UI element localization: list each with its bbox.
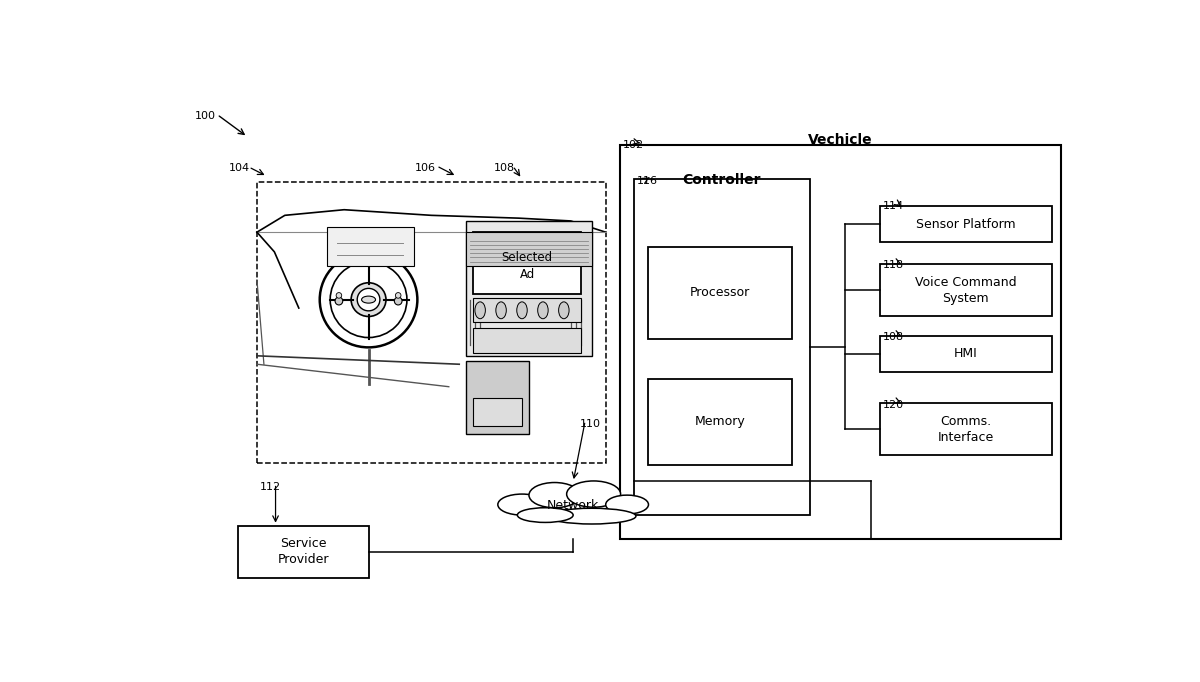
Text: Controller: Controller [683, 173, 761, 187]
Text: Comms.: Comms. [940, 415, 991, 428]
Text: 116: 116 [636, 177, 658, 186]
FancyBboxPatch shape [239, 526, 368, 578]
Text: 108: 108 [494, 163, 515, 173]
FancyBboxPatch shape [473, 328, 581, 353]
Text: Sensor Platform: Sensor Platform [916, 218, 1015, 231]
Ellipse shape [396, 293, 401, 298]
Text: System: System [942, 292, 989, 305]
Ellipse shape [529, 483, 580, 507]
Text: Service: Service [281, 537, 326, 550]
Text: 102: 102 [623, 140, 643, 149]
FancyBboxPatch shape [619, 145, 1062, 539]
FancyBboxPatch shape [880, 403, 1052, 455]
Text: HMI: HMI [954, 347, 978, 360]
FancyBboxPatch shape [880, 336, 1052, 372]
Text: Interface: Interface [937, 431, 994, 444]
Ellipse shape [606, 495, 648, 514]
Text: Ad: Ad [520, 268, 535, 281]
Text: 108: 108 [883, 332, 904, 342]
FancyBboxPatch shape [648, 248, 792, 339]
FancyBboxPatch shape [466, 361, 529, 434]
Text: 118: 118 [883, 261, 904, 270]
Ellipse shape [547, 508, 636, 524]
Ellipse shape [358, 288, 380, 311]
Text: Voice Command: Voice Command [914, 276, 1016, 289]
FancyBboxPatch shape [880, 206, 1052, 242]
FancyBboxPatch shape [466, 232, 592, 266]
Ellipse shape [517, 507, 574, 522]
Text: Network: Network [547, 499, 599, 512]
Ellipse shape [319, 252, 418, 347]
Text: 114: 114 [883, 201, 904, 211]
Ellipse shape [559, 302, 569, 318]
Ellipse shape [352, 283, 386, 316]
Ellipse shape [566, 481, 620, 507]
Ellipse shape [517, 302, 527, 318]
FancyBboxPatch shape [473, 298, 581, 322]
Ellipse shape [361, 296, 376, 303]
Ellipse shape [475, 302, 485, 318]
Text: 110: 110 [580, 419, 601, 429]
Text: Processor: Processor [690, 286, 750, 299]
Text: Vechicle: Vechicle [808, 134, 872, 147]
Text: 112: 112 [259, 482, 281, 492]
FancyBboxPatch shape [880, 264, 1052, 316]
FancyBboxPatch shape [473, 398, 522, 426]
Ellipse shape [330, 262, 407, 338]
Text: 106: 106 [415, 163, 436, 173]
Text: 120: 120 [883, 400, 904, 410]
Ellipse shape [335, 297, 343, 305]
Text: 104: 104 [229, 163, 250, 173]
Text: 100: 100 [194, 110, 216, 121]
Text: Selected: Selected [502, 251, 553, 264]
FancyBboxPatch shape [257, 181, 606, 462]
Ellipse shape [336, 293, 342, 298]
FancyBboxPatch shape [648, 379, 792, 465]
Text: Memory: Memory [695, 415, 745, 428]
FancyBboxPatch shape [326, 226, 414, 266]
Text: Provider: Provider [277, 553, 329, 566]
FancyBboxPatch shape [634, 179, 810, 515]
Ellipse shape [538, 302, 548, 318]
Ellipse shape [395, 297, 402, 305]
Ellipse shape [496, 302, 506, 318]
FancyBboxPatch shape [466, 221, 592, 356]
FancyBboxPatch shape [473, 232, 581, 294]
Ellipse shape [498, 494, 546, 515]
